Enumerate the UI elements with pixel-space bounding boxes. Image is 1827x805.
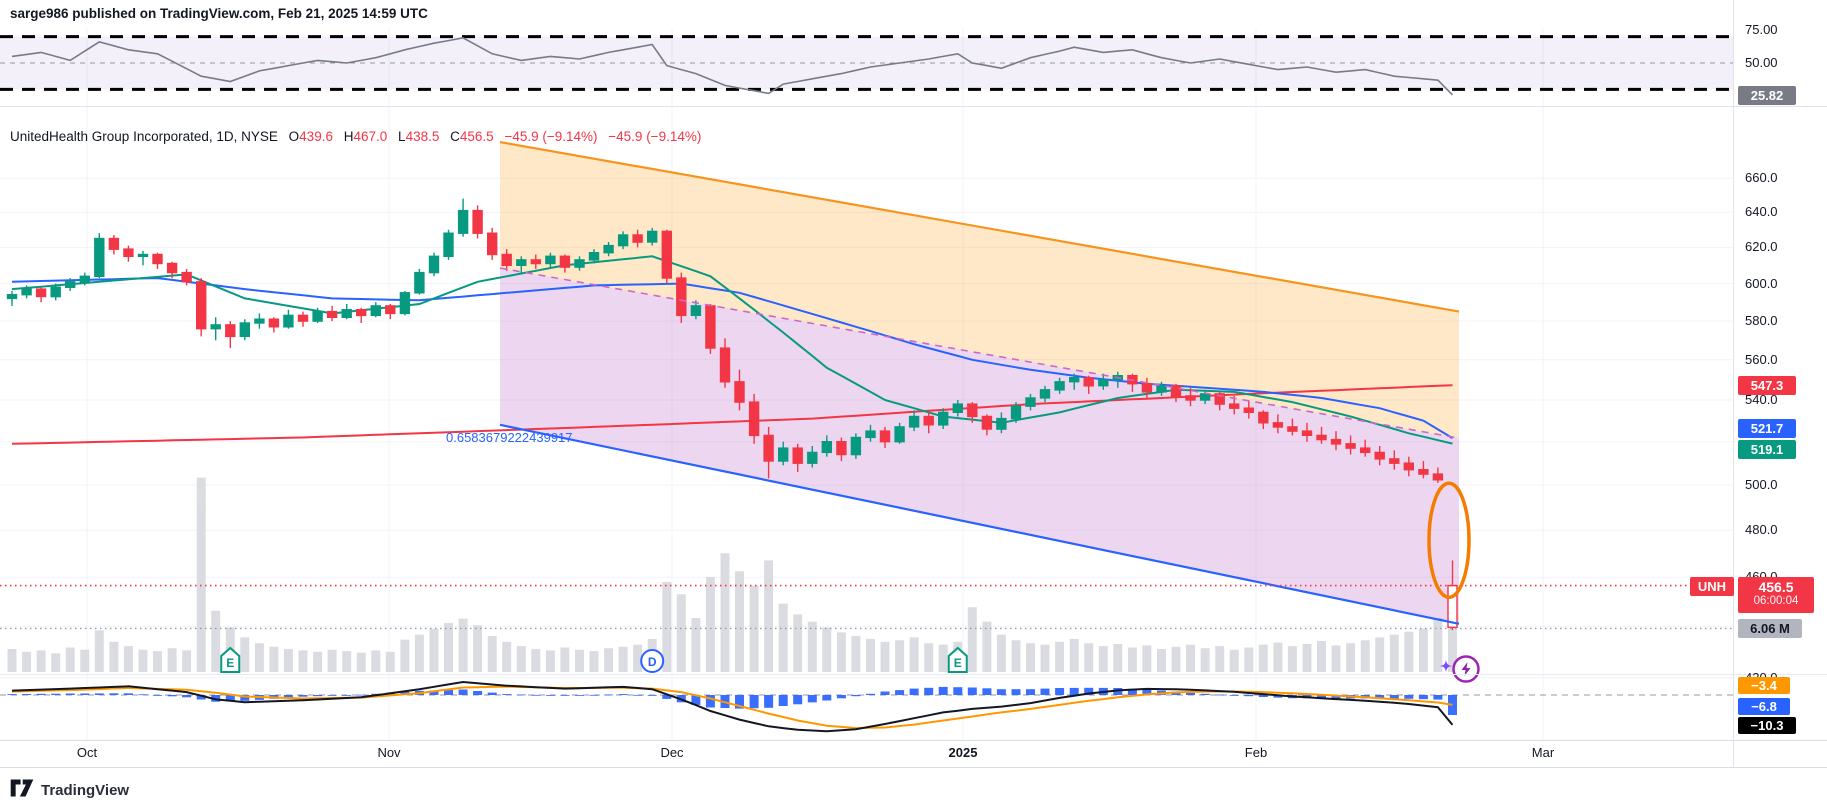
price-channel[interactable]	[500, 142, 1459, 624]
bar-countdown: 06:00:04	[1753, 595, 1799, 607]
ma-red-line	[11, 384, 1453, 445]
low-label: L	[398, 129, 406, 144]
high-label: H	[343, 129, 354, 144]
lightning-bolt-icon	[1461, 662, 1471, 676]
volume-bars	[7, 477, 1457, 672]
macd-line	[11, 680, 1454, 733]
time-axis-tick: Mar	[1531, 745, 1555, 760]
high-value: 467.0	[353, 129, 388, 144]
time-axis-tick: Oct	[76, 745, 98, 760]
volume-value-badge: 6.06 M	[1738, 619, 1802, 638]
price-axis-tick: 640.0	[1745, 204, 1778, 220]
tradingview-logo-icon	[10, 778, 34, 803]
change-percent: −45.9 (−9.14%)	[608, 129, 702, 144]
symbol-title[interactable]: UnitedHealth Group Incorporated, 1D, NYS…	[10, 129, 278, 144]
flash-idea-icon[interactable]	[1440, 655, 1480, 683]
close-label: C	[450, 129, 460, 144]
candlestick-series	[6, 198, 1458, 631]
low-value: 438.5	[405, 129, 440, 144]
macd-histogram-badge: −6.8	[1738, 698, 1790, 715]
macd-signal-badge: −3.4	[1738, 677, 1790, 694]
macd-line-badge: −10.3	[1738, 717, 1796, 734]
ellipse-annotation[interactable]	[1427, 481, 1471, 600]
dividend-marker-icon	[640, 649, 665, 673]
symbol-legend[interactable]: UnitedHealth Group Incorporated, 1D, NYS…	[10, 129, 701, 144]
svg-text:D: D	[648, 655, 657, 669]
tradingview-footer[interactable]: TradingView	[10, 778, 129, 803]
price-axis-tick: 560.0	[1745, 351, 1778, 367]
rsi-axis-tick: 50.00	[1745, 55, 1778, 70]
price-axis-tick: 480.0	[1745, 522, 1778, 538]
rsi-axis-tick: 75.00	[1745, 22, 1778, 37]
open-value: 439.6	[299, 129, 333, 144]
pane-separators	[0, 0, 1827, 768]
rsi-value-badge: 25.82	[1738, 86, 1796, 105]
open-label: O	[288, 129, 300, 144]
rsi-line	[11, 37, 1454, 96]
time-axis-tick: Nov	[377, 745, 401, 760]
time-axis-tick: 2025	[948, 745, 978, 760]
last-price-value: 456.5	[1758, 579, 1794, 595]
svg-text:E: E	[226, 656, 234, 670]
earnings-marker-icon	[947, 646, 968, 673]
sparkle-icon	[1440, 660, 1452, 672]
macd-pane	[0, 680, 1733, 733]
ma-blue-value-badge: 521.7	[1738, 419, 1796, 438]
svg-text:E: E	[954, 656, 962, 670]
close-value: 456.5	[459, 129, 494, 144]
price-channel-lines[interactable]	[499, 140, 1460, 625]
ma-lines	[11, 255, 1454, 445]
change-value: −45.9 (−9.14%)	[504, 129, 598, 144]
price-axis-tick: 620.0	[1745, 239, 1778, 255]
price-axis-tick: 580.0	[1745, 313, 1778, 329]
earnings-marker-icon	[220, 646, 241, 673]
ma-teal-line	[11, 255, 1453, 445]
tradingview-brand-text: TradingView	[41, 782, 130, 799]
publish-header: sarge986 published on TradingView.com, F…	[10, 6, 428, 21]
ma-red-value-badge: 547.3	[1738, 376, 1796, 395]
channel-fib-level-label[interactable]: 0.6583679222439917	[446, 430, 573, 445]
price-axis-tick: 600.0	[1745, 275, 1778, 291]
grid	[0, 28, 1733, 740]
price-axis-tick: 500.0	[1745, 477, 1778, 493]
time-axis-tick: Feb	[1244, 745, 1268, 760]
last-price-badge: 456.5 06:00:04	[1738, 577, 1814, 613]
time-axis-tick: Dec	[660, 745, 684, 760]
price-axis-tick: 660.0	[1745, 170, 1778, 186]
symbol-ticker-badge: UNH	[1690, 577, 1734, 596]
ma-teal-value-badge: 519.1	[1738, 440, 1796, 459]
rsi-pane	[0, 35, 1733, 96]
price-axis-tick: 540.0	[1745, 392, 1778, 408]
